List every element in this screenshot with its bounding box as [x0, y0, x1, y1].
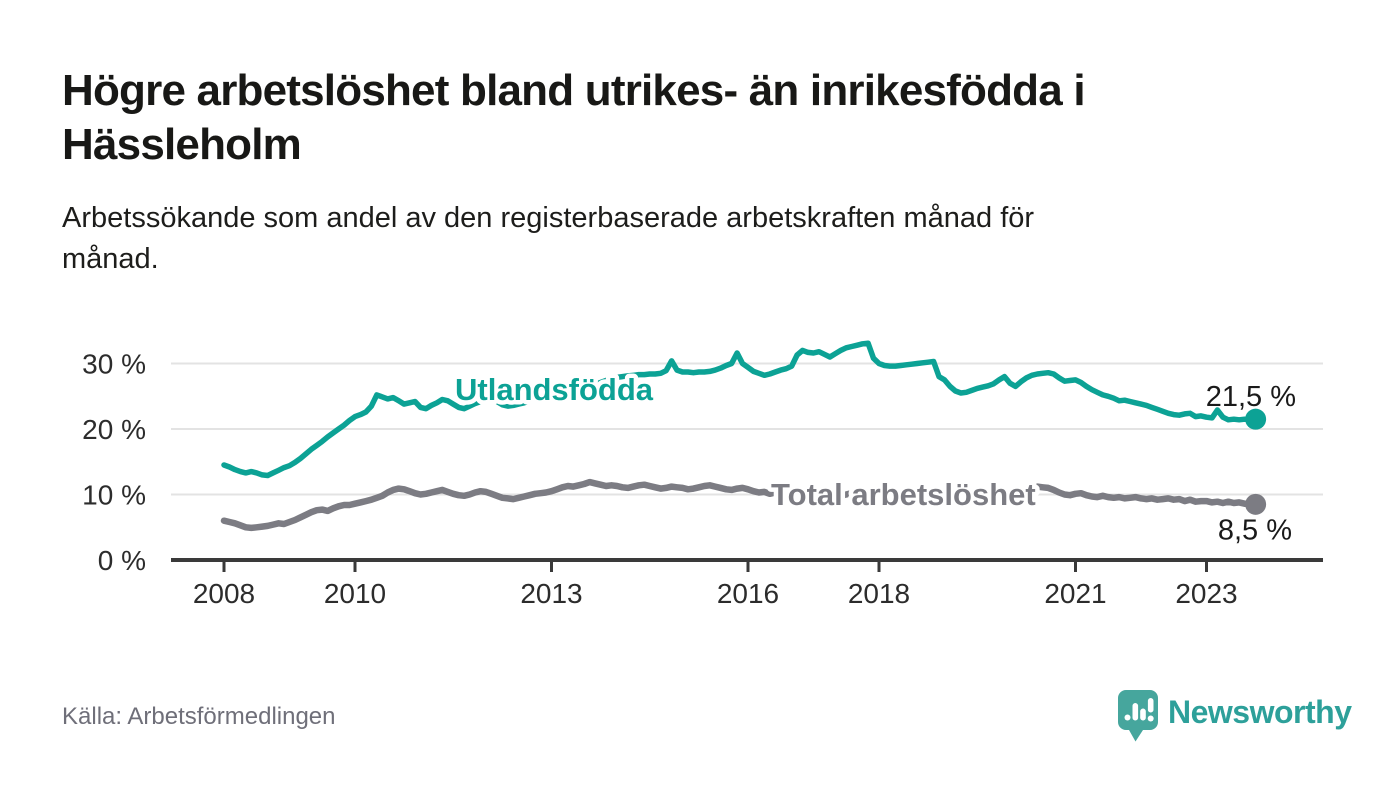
x-axis-label-2021: 2021	[1044, 578, 1106, 609]
y-axis-label-20: 20 %	[82, 414, 146, 445]
x-tick-2018	[877, 562, 881, 572]
x-tick-2010	[353, 562, 357, 572]
page-title: Högre arbetslöshet bland utrikes- än inr…	[62, 64, 1086, 172]
x-axis-label-2008: 2008	[193, 578, 255, 609]
x-axis-label-2018: 2018	[848, 578, 910, 609]
y-axis-label-0: 0 %	[98, 545, 146, 576]
y-axis-label-10: 10 %	[82, 480, 146, 511]
newsworthy-logo: Newsworthy	[1118, 690, 1353, 742]
y-axis-label-30: 30 %	[82, 349, 146, 380]
logo-bar-tall	[1132, 703, 1139, 721]
x-tick-2016	[746, 562, 750, 572]
page-subtitle-line-1: Arbetssökande som andel av den registerb…	[62, 202, 1035, 234]
x-axis-line	[171, 558, 1323, 562]
x-axis-label-2013: 2013	[520, 578, 582, 609]
series-line-1	[220, 478, 1259, 532]
logo-exclamation-bar	[1147, 698, 1154, 713]
logo-bar-dot	[1124, 714, 1131, 721]
x-axis-label-2023: 2023	[1175, 578, 1237, 609]
series-end-value-1: 8,5 %	[1218, 514, 1292, 546]
x-axis-label-2016: 2016	[717, 578, 779, 609]
newsworthy-bubble-icon	[1118, 690, 1158, 742]
x-tick-2008	[222, 562, 226, 572]
logo-exclamation-dot	[1147, 715, 1154, 722]
x-axis-label-2010: 2010	[324, 578, 386, 609]
x-tick-2013	[550, 562, 553, 572]
x-tick-2021	[1074, 562, 1077, 572]
series-label-1: Total arbetslöshet	[771, 477, 1036, 512]
source-credit: Källa: Arbetsförmedlingen	[62, 703, 336, 730]
logo-bar-medium	[1140, 708, 1146, 721]
brand-name: Newsworthy	[1168, 694, 1352, 730]
series-end-dot-0	[1245, 408, 1267, 430]
series-end-value-0: 21,5 %	[1206, 381, 1296, 413]
page-title-line-1: Högre arbetslöshet bland utrikes- än inr…	[62, 66, 1086, 115]
series-label-0: Utlandsfödda	[455, 372, 654, 407]
page-subtitle-line-2: månad.	[62, 243, 159, 275]
x-tick-2023	[1205, 562, 1208, 572]
page-title-line-2: Hässleholm	[62, 120, 302, 169]
page-subtitle: Arbetssökande som andel av den registerb…	[62, 198, 1034, 280]
series-line-0	[221, 340, 1259, 479]
unemployment-line-chart: 0 % 10 % 20 % 30 % 2008 2010 2013 2016 2018 2021 2…	[82, 340, 1323, 609]
series-end-dot-1	[1245, 493, 1267, 515]
